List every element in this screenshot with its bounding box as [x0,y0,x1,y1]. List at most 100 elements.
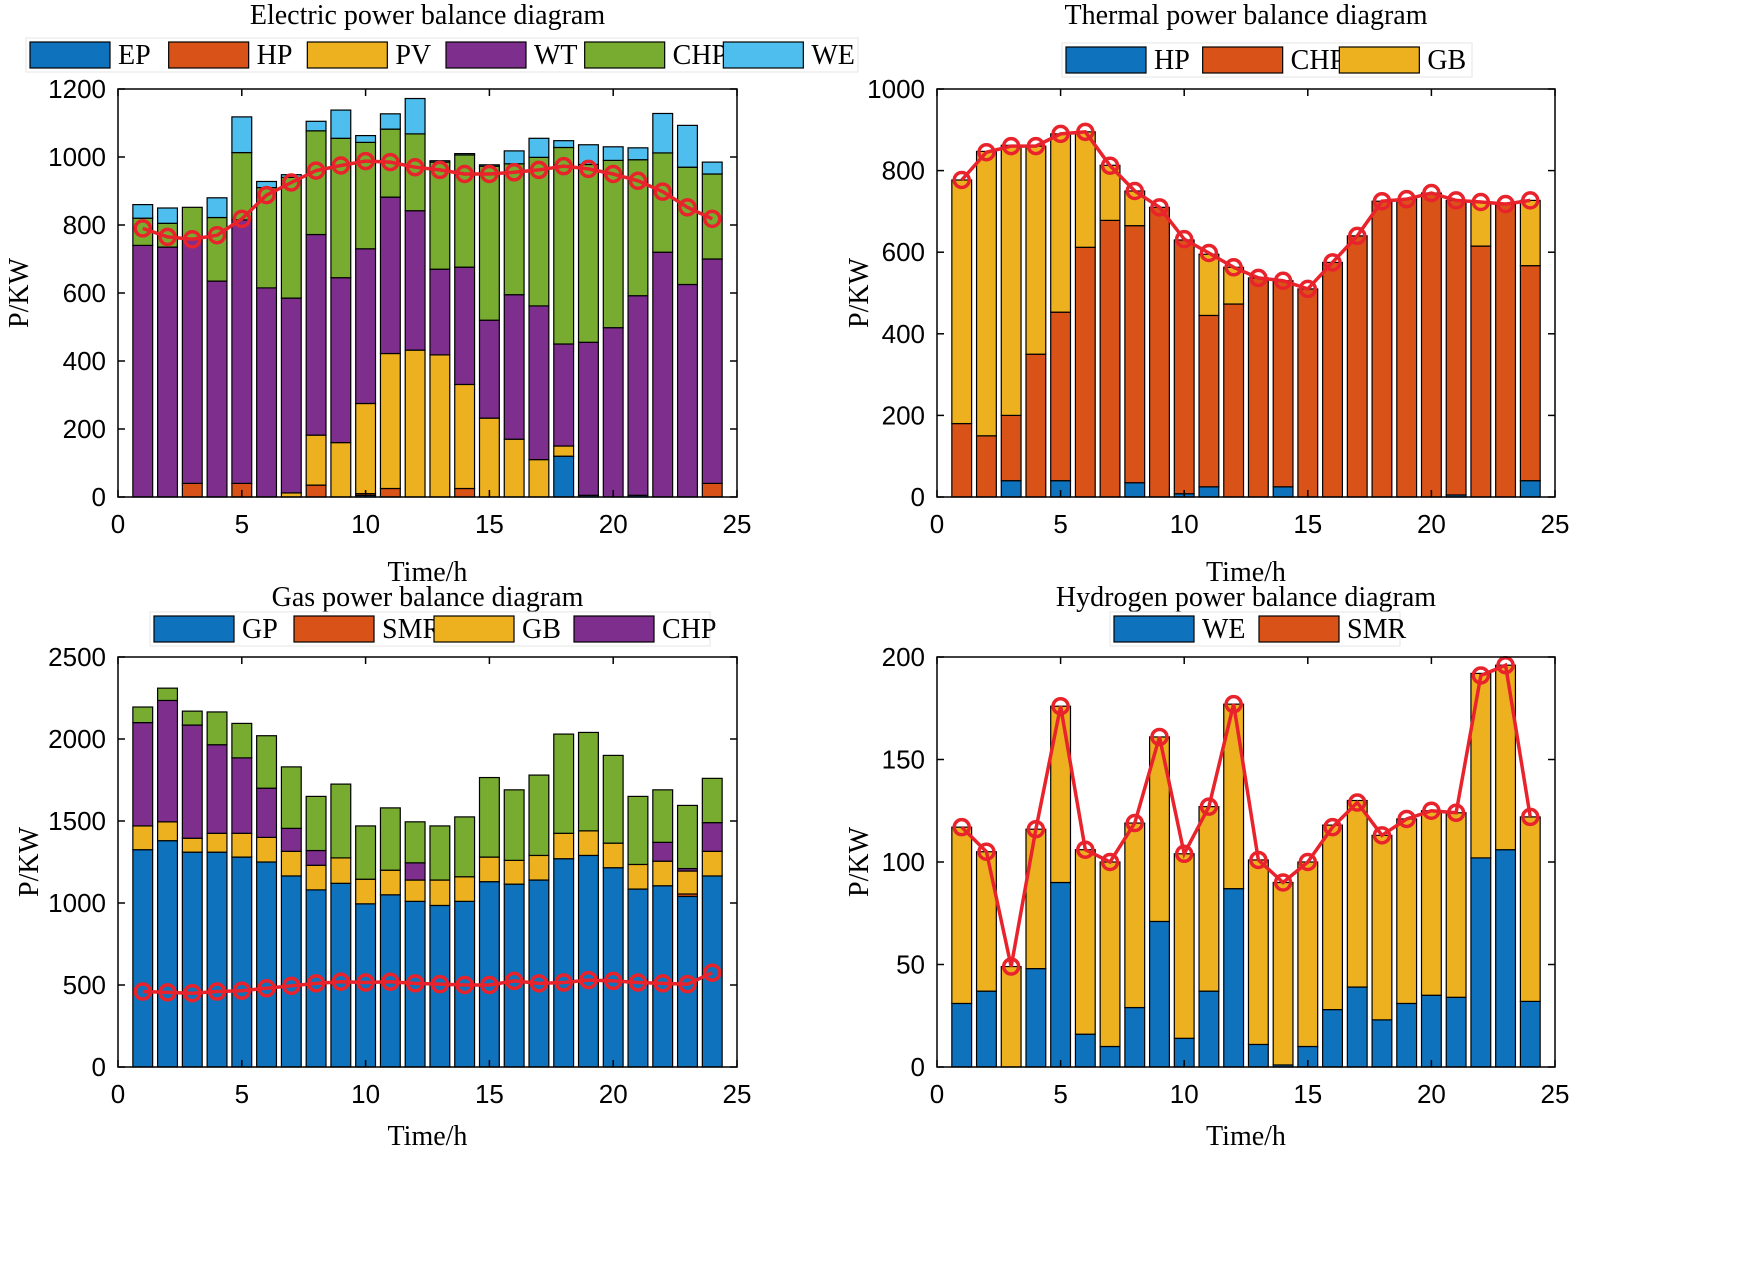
bar-chp-t8 [305,130,327,236]
legend-swatch-gp [153,615,235,643]
bar-pv-t9 [330,442,352,498]
bar-chp-t14 [1272,280,1294,488]
bar-chp-t22 [652,152,674,253]
load-marker-t7 [1100,156,1120,175]
bar-wt-t3 [181,238,203,485]
bar-gb-t22 [652,860,674,887]
load-marker-t8 [1125,813,1145,833]
bar-we-t20 [602,146,624,162]
load-marker-t3 [1001,957,1021,976]
bar-chp-t8 [1124,225,1146,484]
bar-pv-t18 [553,445,575,457]
bar-wt-t14 [454,266,476,386]
x-tick-label: 15 [1293,509,1322,539]
bar-chp-t19 [1396,198,1418,498]
load-marker-t12 [1224,694,1243,714]
legend-swatch-gb [1338,46,1420,74]
bar-gb-t6 [1074,849,1096,1035]
load-marker-t13 [1249,268,1268,288]
load-marker-t18 [554,973,573,992]
legend-swatch-wt [445,41,527,69]
load-marker-t22 [653,182,672,201]
y-axis-label: P/KW [4,257,35,328]
bar-gp-t15 [478,881,500,1068]
load-marker-t24 [702,209,722,229]
bar-chp-t6 [1074,246,1096,498]
chart-title: Thermal power balance diagram [1064,0,1427,31]
legend-label-smr: SMR [1347,614,1406,645]
bar-gb-t24 [701,850,723,877]
y-tick-label: 600 [63,278,106,308]
bar-we-t2 [975,990,997,1068]
load-marker-t12 [405,974,425,993]
load-marker-t10 [356,973,375,992]
legend-swatch-pv [306,41,388,69]
bar-gb-t18 [1371,834,1393,1021]
y-tick-label: 800 [63,210,106,240]
x-tick-label: 25 [723,509,752,539]
legend: HP CHP GB [1061,42,1473,78]
load-marker-t12 [1224,258,1243,277]
bar-gb-t4 [206,832,228,853]
bar-chp-t22 [652,841,674,862]
legend-swatch-hp [168,41,250,69]
load-marker-t20 [603,164,623,184]
load-marker-t4 [207,982,227,1001]
bar-gb-t2 [157,821,179,842]
chart-panel-4: Hydrogen power balance diagram 0 5 10 15 20 25… [844,582,1569,1152]
legend-swatch-chp [1202,46,1284,74]
legend-swatch-chp [584,41,666,69]
bar-wt-t9 [330,277,352,444]
bar-gb-t6 [256,836,278,863]
bar-chp-t7 [1099,219,1121,498]
legend-label-chp: CHP [673,40,727,71]
bar-gb-t17 [528,854,550,881]
bar-ep-t18 [553,455,575,498]
y-tick-label: 1500 [48,806,106,836]
bar-chp-t11 [1198,314,1220,488]
x-tick-label: 20 [1417,509,1446,539]
load-marker-t23 [678,974,697,994]
load-marker-t22 [1471,666,1491,685]
load-marker-t20 [603,971,623,991]
legend-label-we: WE [811,40,855,71]
bar-pv-t13 [429,354,451,498]
bar-gb-t2 [975,851,997,992]
bar-we-t7 [1099,1045,1121,1068]
bar-we-t17 [528,137,550,158]
bar-we-t15 [478,776,500,858]
load-marker-t10 [356,151,375,171]
legend-label-gb: GB [522,614,561,645]
bar-we-t1 [132,204,154,219]
bar-wt-t15 [478,319,500,419]
bar-gb-t6 [1074,131,1096,248]
load-marker-t9 [331,156,351,175]
x-axis-label: Time/h [1206,1121,1286,1152]
bar-chp-t8 [305,849,327,866]
legend-swatch-we [1113,615,1195,643]
load-marker-t13 [430,974,450,994]
bar-wt-t5 [231,219,253,484]
bar-gp-t7 [280,875,302,1068]
load-marker-t17 [1347,793,1367,812]
y-tick-label: 200 [63,414,106,444]
y-axis-label: P/KW [844,826,875,897]
load-marker-t21 [628,171,648,191]
load-marker-t6 [257,185,276,205]
load-marker-t15 [1298,279,1318,299]
load-marker-t11 [381,972,400,991]
x-tick-label: 20 [599,1079,628,1109]
bar-gb-t1 [951,826,973,1005]
bar-we-t16 [1322,1008,1344,1068]
x-tick-label: 5 [1053,509,1067,539]
y-tick-label: 600 [882,237,925,267]
bar-gb-t24 [1519,816,1541,1003]
load-marker-t6 [257,979,276,998]
x-tick-label: 5 [1053,1079,1067,1109]
x-tick-label: 0 [930,1079,944,1109]
legend-swatch-we [722,41,804,69]
x-axis-label: Time/h [1206,557,1286,588]
load-marker-t24 [702,963,722,982]
bar-wt-t1 [132,244,154,498]
bar-we-t8 [305,120,327,132]
